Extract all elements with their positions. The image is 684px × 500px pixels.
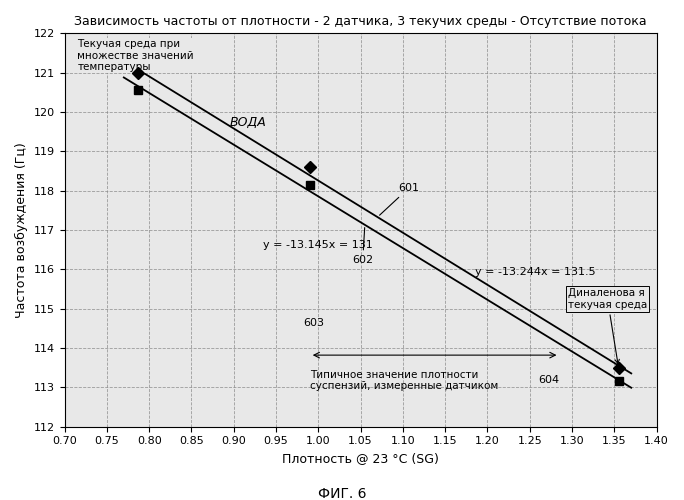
Text: ВОДА: ВОДА — [230, 116, 266, 129]
Text: 603: 603 — [303, 318, 324, 328]
Text: y = -13.145x = 131: y = -13.145x = 131 — [263, 240, 373, 250]
Y-axis label: Частота возбуждения (Гц): Частота возбуждения (Гц) — [15, 142, 28, 318]
Text: Диналенова я
текучая среда: Диналенова я текучая среда — [568, 288, 647, 364]
Text: y = -13.244x = 131.5: y = -13.244x = 131.5 — [475, 268, 595, 278]
Text: 602: 602 — [352, 228, 373, 266]
X-axis label: Плотность @ 23 °C (SG): Плотность @ 23 °C (SG) — [282, 452, 439, 465]
Text: Текучая среда при
множестве значений
температуры: Текучая среда при множестве значений тем… — [77, 39, 194, 72]
Text: ФИГ. 6: ФИГ. 6 — [318, 486, 366, 500]
Title: Зависимость частоты от плотности - 2 датчика, 3 текучих среды - Отсутствие поток: Зависимость частоты от плотности - 2 дат… — [75, 15, 647, 28]
Text: 604: 604 — [538, 376, 560, 386]
Text: Типичное значение плотности
суспензий, измеренные датчиком: Типичное значение плотности суспензий, и… — [310, 370, 498, 392]
Text: 601: 601 — [380, 182, 420, 215]
